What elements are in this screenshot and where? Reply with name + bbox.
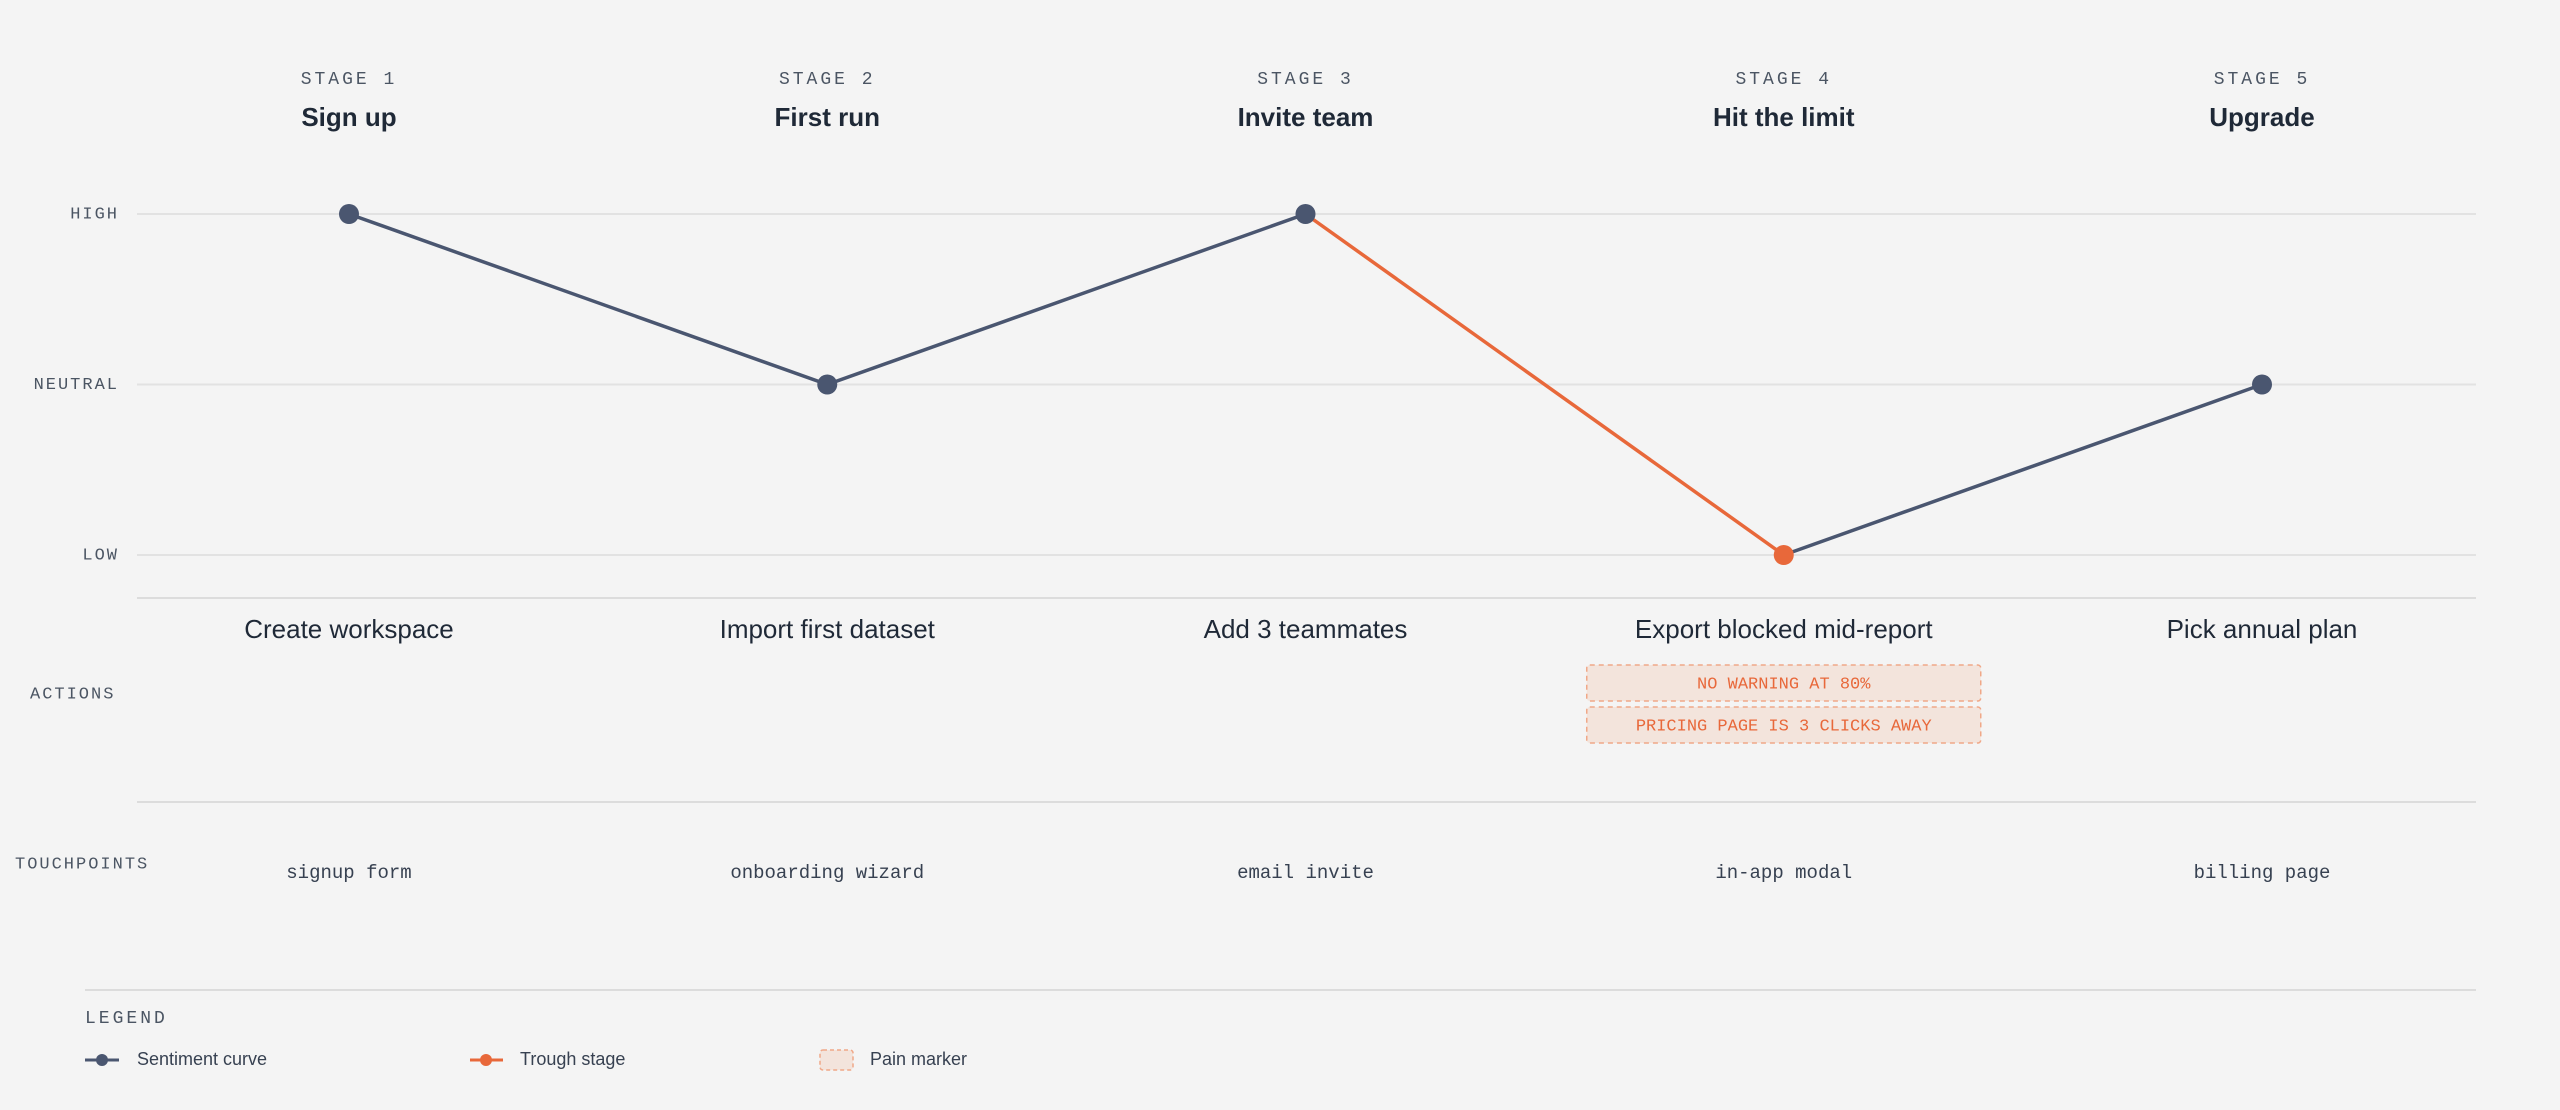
stage-label: STAGE 1 [301, 70, 398, 90]
curve-segment [348, 212, 828, 387]
curve-segment [1304, 212, 1785, 557]
curve-point [1295, 204, 1316, 224]
action: Export blocked mid-report [1635, 614, 1933, 644]
legend-icon [96, 1054, 108, 1066]
touchpoint: in-app modal [1715, 862, 1852, 884]
touchpoint: email invite [1237, 862, 1374, 884]
curve-point [339, 204, 359, 224]
touchpoint: signup form [286, 862, 411, 884]
action: Create workspace [244, 614, 454, 644]
legend-icon [480, 1054, 492, 1066]
legend-title: LEGEND [85, 1009, 168, 1029]
row-label: ACTIONS [30, 685, 115, 704]
action: Add 3 teammates [1204, 614, 1408, 644]
stage-label: STAGE 4 [1735, 70, 1832, 90]
stage-title: Sign up [301, 102, 396, 132]
y-tick-label: HIGH [70, 205, 119, 224]
pain-marker [1586, 664, 1982, 702]
y-tick-label: NEUTRAL [34, 376, 119, 395]
row-label: TOUCHPOINTS [15, 855, 149, 874]
legend-label: Sentiment curve [137, 1049, 267, 1069]
stage-label: STAGE 2 [779, 70, 876, 90]
stage-label: STAGE 3 [1257, 70, 1354, 90]
stage-label: STAGE 5 [2214, 70, 2311, 90]
touchpoint: billing page [2194, 862, 2331, 884]
touchpoint: onboarding wizard [730, 862, 924, 884]
stage-title: Invite team [1238, 102, 1374, 132]
legend-icon [819, 1049, 854, 1071]
curve-segment [826, 212, 1307, 387]
stage-title: Hit the limit [1713, 102, 1855, 132]
action: Import first dataset [720, 614, 936, 644]
legend-label: Pain marker [870, 1049, 967, 1069]
y-tick-label: LOW [82, 546, 119, 565]
curve-segment [1783, 382, 2263, 557]
stage-title: First run [775, 102, 880, 132]
curve-point [817, 374, 838, 395]
curve-point [1773, 545, 1794, 565]
pain-marker [1586, 706, 1982, 744]
pain-marker-text: NO WARNING AT 80% [1697, 675, 1871, 694]
legend-label: Trough stage [520, 1049, 625, 1069]
curve-point [2252, 374, 2272, 395]
pain-marker-text: PRICING PAGE IS 3 CLICKS AWAY [1636, 717, 1932, 736]
action: Pick annual plan [2167, 614, 2358, 644]
stage-title: Upgrade [2209, 102, 2314, 132]
